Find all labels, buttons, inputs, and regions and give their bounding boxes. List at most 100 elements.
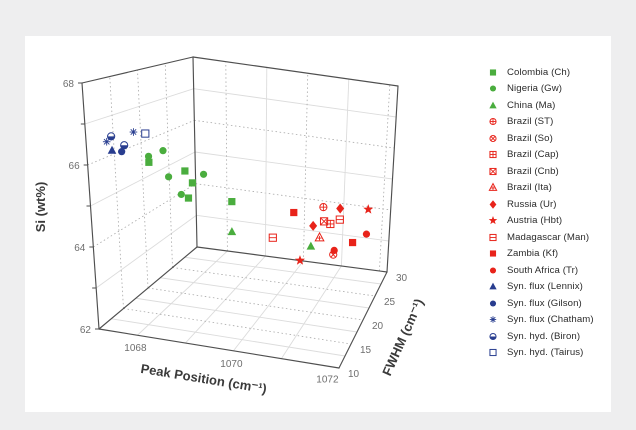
data-point xyxy=(177,190,185,199)
data-point xyxy=(309,220,318,231)
data-point xyxy=(181,167,189,175)
legend-label: Syn. hyd. (Biron) xyxy=(507,330,581,342)
legend-item: Brazil (Cnb) xyxy=(487,163,627,180)
data-point xyxy=(227,227,237,236)
data-point xyxy=(107,145,117,154)
legend-label: Brazil (Ita) xyxy=(507,182,552,194)
legend-item: Syn. flux (Lennix) xyxy=(487,279,627,296)
legend-marker-icon xyxy=(489,233,497,241)
legend-marker-icon xyxy=(488,216,498,225)
legend-item: Russia (Ur) xyxy=(487,196,627,213)
legend-item: Colombia (Ch) xyxy=(487,64,627,81)
data-point xyxy=(120,141,129,150)
legend-item: Nigeria (Gw) xyxy=(487,81,627,98)
data-point xyxy=(145,158,153,166)
data-point xyxy=(319,217,329,226)
data-point xyxy=(348,238,357,247)
data-point xyxy=(188,179,197,187)
data-point xyxy=(164,173,173,181)
data-points xyxy=(102,128,374,265)
figure-canvas xyxy=(25,36,611,412)
legend-marker-icon xyxy=(489,349,497,357)
y-axis-label: FWHM (cm⁻¹) xyxy=(379,296,426,378)
data-point xyxy=(336,203,345,214)
z-tick-label: 62 xyxy=(80,325,92,336)
data-point xyxy=(102,137,111,146)
data-point xyxy=(118,148,126,156)
legend-label: Zambia (Kf) xyxy=(507,248,559,260)
data-point xyxy=(363,204,374,214)
x-tick-label: 1070 xyxy=(220,359,243,370)
legend-marker-icon xyxy=(488,182,498,192)
legend-marker-icon xyxy=(489,200,497,209)
legend-label: South Africa (Tr) xyxy=(507,264,579,276)
legend-marker-icon xyxy=(489,167,497,175)
legend-marker-icon xyxy=(489,332,497,340)
legend-item: South Africa (Tr) xyxy=(487,262,627,279)
legend-item: Zambia (Kf) xyxy=(487,246,627,263)
legend-label: Austria (Hbt) xyxy=(507,215,563,227)
data-point xyxy=(306,241,316,250)
legend-marker-icon xyxy=(489,69,497,76)
x-tick-label: 1068 xyxy=(124,343,147,354)
y-tick-label: 15 xyxy=(360,345,372,356)
data-point xyxy=(129,128,138,136)
legend-item: Syn. flux (Chatham) xyxy=(487,312,627,329)
grid-lines xyxy=(84,61,397,359)
data-point xyxy=(314,231,325,242)
legend-label: Madagascar (Man) xyxy=(507,231,590,243)
legend-item: Brazil (ST) xyxy=(487,114,627,131)
legend-label: Nigeria (Gw) xyxy=(507,83,563,95)
legend-label: Syn. flux (Lennix) xyxy=(507,281,583,293)
data-point xyxy=(330,246,338,255)
z-axis-label: Si (wt%) xyxy=(33,182,48,233)
y-tick-label: 25 xyxy=(384,297,396,308)
data-point xyxy=(290,208,298,217)
legend-marker-icon xyxy=(489,250,497,257)
legend-label: Syn. flux (Chatham) xyxy=(507,314,594,326)
legend-label: Syn. hyd. (Tairus) xyxy=(507,347,584,359)
data-point xyxy=(144,152,153,160)
legend-marker-icon xyxy=(489,300,497,307)
data-point xyxy=(228,198,236,206)
legend-label: Brazil (So) xyxy=(507,132,553,144)
legend-marker-icon xyxy=(489,282,497,290)
data-point xyxy=(294,255,306,265)
legend-item: Brazil (Cap) xyxy=(487,147,627,164)
legend-item: Brazil (Ita) xyxy=(487,180,627,197)
z-tick-label: 64 xyxy=(74,243,86,254)
data-point xyxy=(268,233,277,242)
data-point xyxy=(184,194,193,202)
legend-label: Brazil (ST) xyxy=(507,116,554,128)
y-tick-label: 20 xyxy=(372,321,384,332)
legend-marker-icon xyxy=(489,316,497,323)
z-tick-label: 68 xyxy=(63,79,75,90)
legend-marker-icon xyxy=(489,85,497,92)
legend-label: Russia (Ur) xyxy=(507,198,557,210)
y-tick-label: 30 xyxy=(396,273,408,284)
data-point xyxy=(107,132,116,141)
legend-item: China (Ma) xyxy=(487,97,627,114)
legend-marker-icon xyxy=(489,101,497,109)
data-point xyxy=(362,230,371,238)
data-point xyxy=(141,129,150,138)
legend-marker-icon xyxy=(489,134,497,142)
legend-label: Brazil (Cnb) xyxy=(507,165,559,177)
x-axis-label: Peak Position (cm⁻¹) xyxy=(140,361,268,396)
legend: Colombia (Ch) Nigeria (Gw) China (Ma) Br… xyxy=(487,64,627,361)
x-tick-label: 1072 xyxy=(316,374,339,385)
data-point xyxy=(159,147,167,155)
legend-marker-icon xyxy=(489,151,497,159)
data-point xyxy=(319,203,328,212)
data-point xyxy=(335,215,344,224)
legend-label: China (Ma) xyxy=(507,99,556,111)
legend-marker-icon xyxy=(489,267,497,274)
legend-item: Syn. hyd. (Tairus) xyxy=(487,345,627,362)
data-point xyxy=(199,170,208,178)
y-tick-label: 10 xyxy=(348,369,360,380)
legend-label: Brazil (Cap) xyxy=(507,149,559,161)
box-edges xyxy=(81,56,399,369)
legend-marker-icon xyxy=(489,118,497,126)
